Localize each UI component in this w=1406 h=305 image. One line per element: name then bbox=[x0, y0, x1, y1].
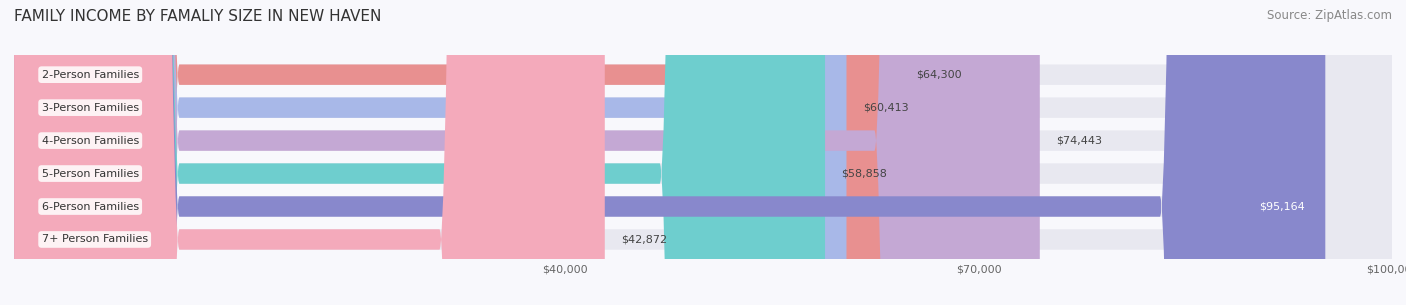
Text: 5-Person Families: 5-Person Families bbox=[42, 169, 139, 178]
FancyBboxPatch shape bbox=[14, 0, 1392, 305]
FancyBboxPatch shape bbox=[14, 0, 1392, 305]
FancyBboxPatch shape bbox=[14, 0, 1040, 305]
Text: 7+ Person Families: 7+ Person Families bbox=[42, 235, 148, 245]
Text: Source: ZipAtlas.com: Source: ZipAtlas.com bbox=[1267, 9, 1392, 22]
FancyBboxPatch shape bbox=[14, 0, 900, 305]
Text: $58,858: $58,858 bbox=[842, 169, 887, 178]
Text: $42,872: $42,872 bbox=[621, 235, 668, 245]
Text: $64,300: $64,300 bbox=[917, 70, 962, 80]
FancyBboxPatch shape bbox=[14, 0, 1326, 305]
FancyBboxPatch shape bbox=[14, 0, 846, 305]
FancyBboxPatch shape bbox=[14, 0, 1392, 305]
Text: $74,443: $74,443 bbox=[1056, 136, 1102, 145]
Text: 6-Person Families: 6-Person Families bbox=[42, 202, 139, 211]
FancyBboxPatch shape bbox=[14, 0, 1392, 305]
FancyBboxPatch shape bbox=[14, 0, 825, 305]
Text: FAMILY INCOME BY FAMALIY SIZE IN NEW HAVEN: FAMILY INCOME BY FAMALIY SIZE IN NEW HAV… bbox=[14, 9, 381, 24]
Text: 2-Person Families: 2-Person Families bbox=[42, 70, 139, 80]
FancyBboxPatch shape bbox=[14, 0, 1392, 305]
Text: $95,164: $95,164 bbox=[1258, 202, 1305, 211]
Text: $60,413: $60,413 bbox=[863, 103, 908, 113]
Text: 3-Person Families: 3-Person Families bbox=[42, 103, 139, 113]
FancyBboxPatch shape bbox=[14, 0, 1392, 305]
Text: 4-Person Families: 4-Person Families bbox=[42, 136, 139, 145]
FancyBboxPatch shape bbox=[14, 0, 605, 305]
